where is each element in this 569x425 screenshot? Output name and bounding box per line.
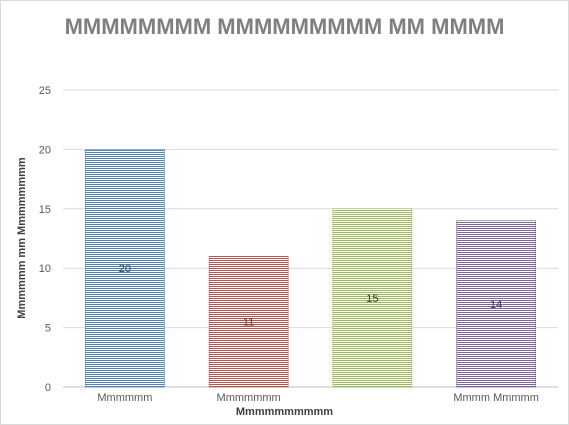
x-axis-label: Mmmmmmmmmm — [235, 406, 334, 418]
x-tick-4: Mmmm Mmmmm — [453, 392, 539, 404]
x-tick-2: Mmmmmmm — [217, 392, 281, 404]
chart-title: MMMMMMMM MMMMMMMMM MM MMMM — [64, 14, 505, 39]
y-tick-labels: 0 5 10 15 20 25 — [39, 85, 51, 394]
bar-2 — [208, 256, 289, 388]
x-tick-labels: Mmmmmm Mmmmmmm Mmmm Mmmmm — [97, 392, 539, 404]
data-label-3: 15 — [366, 293, 378, 305]
data-label-2: 11 — [243, 317, 254, 329]
data-label-4: 14 — [490, 299, 502, 311]
data-label-1: 20 — [119, 263, 131, 275]
y-tick-5: 5 — [45, 323, 51, 335]
y-tick-10: 10 — [39, 263, 51, 275]
y-tick-20: 20 — [39, 144, 51, 156]
y-tick-15: 15 — [39, 204, 51, 216]
x-tick-1: Mmmmmm — [97, 392, 152, 404]
bar-1 — [85, 149, 165, 388]
bar-3 — [332, 208, 413, 388]
y-tick-0: 0 — [45, 382, 51, 394]
y-tick-25: 25 — [39, 85, 51, 97]
bar-4 — [456, 220, 536, 388]
data-labels: 20 11 15 14 — [119, 263, 503, 328]
bars — [85, 149, 536, 388]
